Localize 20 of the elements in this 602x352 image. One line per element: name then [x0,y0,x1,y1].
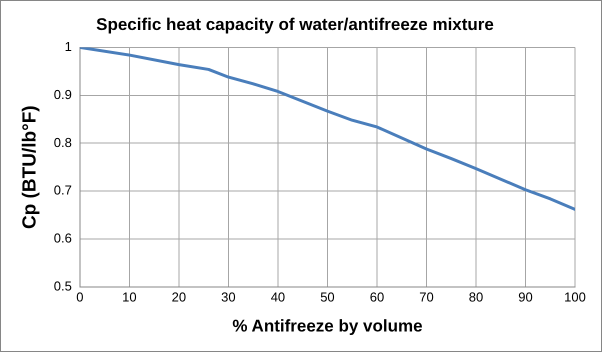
x-tick-label: 50 [320,289,335,304]
y-tick-label: 0.8 [54,134,72,150]
x-tick-label: 10 [122,289,137,304]
x-axis-title: % Antifreeze by volume [232,316,423,336]
x-tick-label: 90 [518,289,533,304]
y-tick-label: 1 [64,38,72,54]
y-tick-label: 0.5 [54,278,72,294]
x-tick-label: 60 [370,289,384,304]
x-tick-label: 20 [172,289,186,304]
x-tick-label: 100 [564,289,586,304]
x-tick-label: 40 [270,289,286,304]
y-tick-label: 0.7 [54,182,72,198]
y-tick-label: 0.6 [54,230,72,246]
chart-title: Specific heat capacity of water/antifreeze mixture [96,14,494,34]
x-tick-label: 0 [76,289,84,304]
x-tick-label: 30 [221,289,236,304]
x-tick-label: 70 [419,289,434,304]
y-axis-title: Cp (BTU/lb°F) [20,105,41,230]
y-tick-label: 0.9 [54,86,72,102]
x-tick-label: 80 [468,289,484,304]
